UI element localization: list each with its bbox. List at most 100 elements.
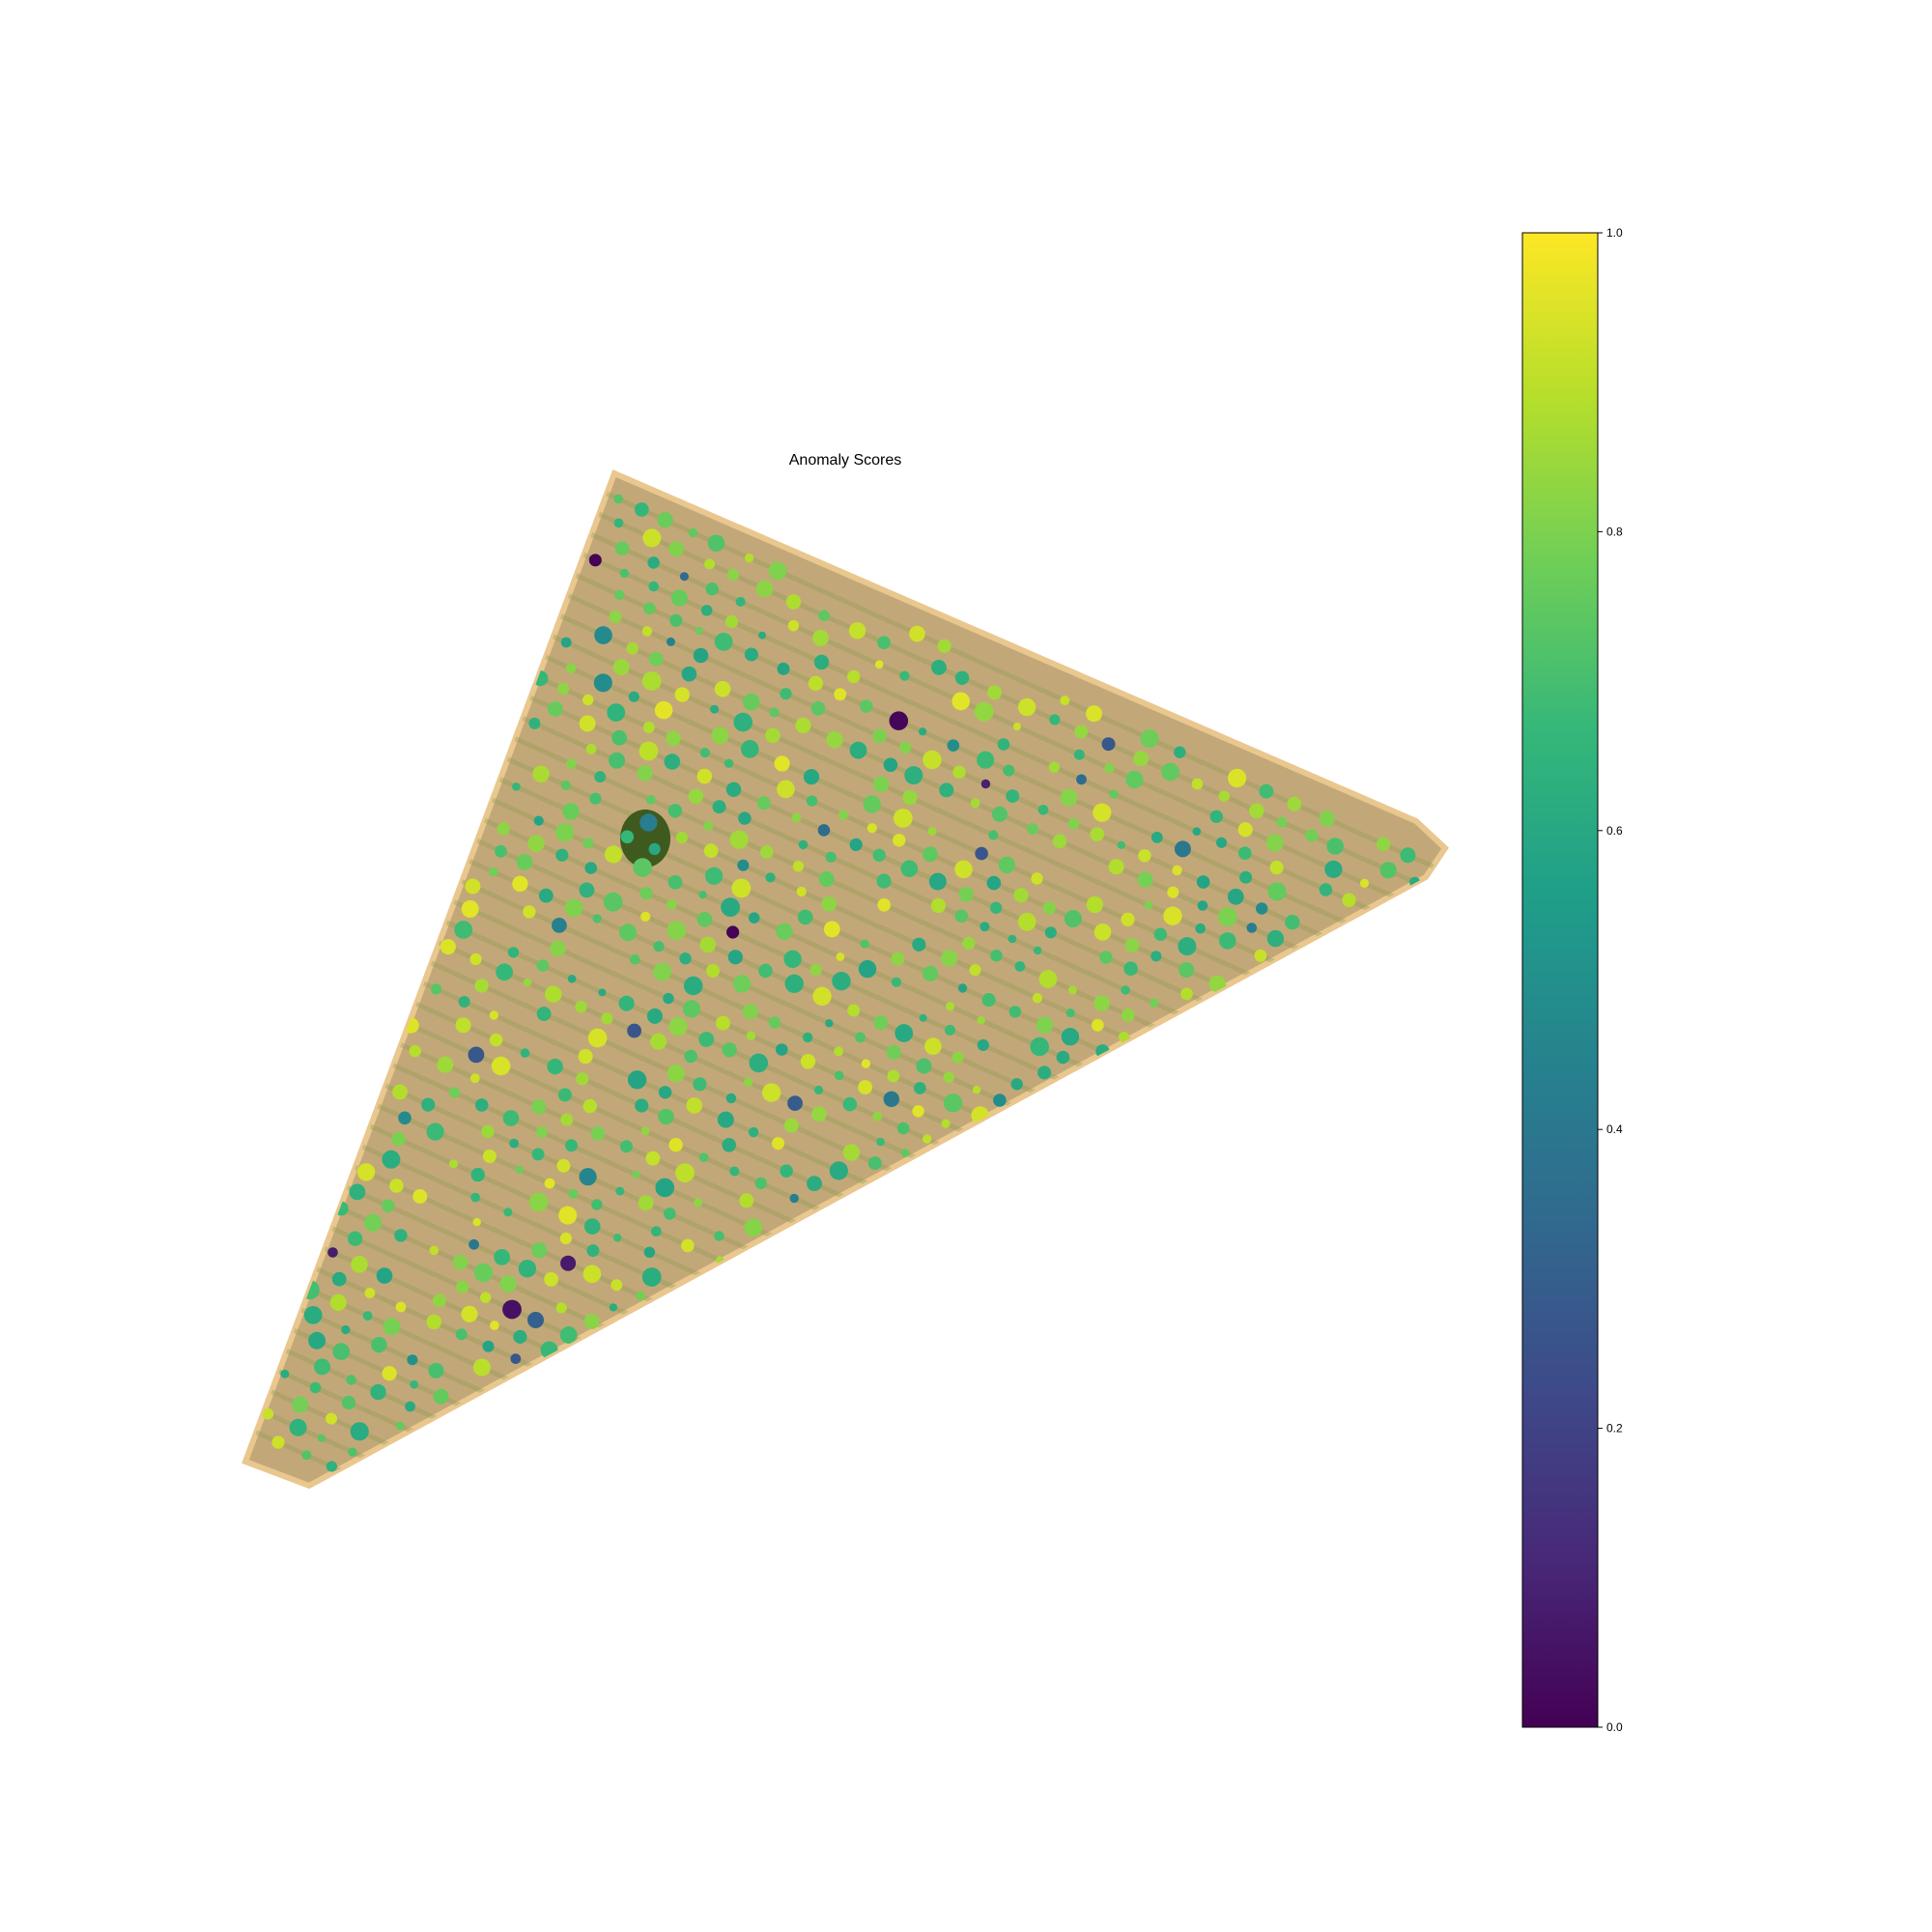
tree-score-point bbox=[582, 1264, 602, 1284]
tree-score-point bbox=[594, 626, 612, 644]
tree-score-point bbox=[392, 1084, 408, 1100]
tree-score-point bbox=[807, 1176, 822, 1192]
tree-score-point bbox=[686, 1097, 702, 1114]
tree-score-point bbox=[614, 589, 625, 601]
tree-score-point bbox=[532, 765, 550, 782]
tree-score-point bbox=[675, 832, 689, 844]
tree-score-point bbox=[626, 642, 639, 655]
tree-score-point bbox=[512, 875, 528, 893]
tree-score-point bbox=[1265, 834, 1284, 852]
tree-score-point bbox=[619, 1140, 633, 1153]
tree-score-point bbox=[1008, 934, 1017, 944]
tree-score-point bbox=[1048, 761, 1061, 773]
tree-score-point bbox=[609, 752, 625, 769]
tree-score-point bbox=[943, 1071, 954, 1083]
tree-score-point bbox=[544, 985, 562, 1003]
tree-score-point bbox=[523, 978, 532, 987]
tree-score-point bbox=[398, 1111, 412, 1125]
tree-score-point bbox=[849, 741, 867, 759]
tree-score-point bbox=[727, 950, 743, 965]
tree-score-point bbox=[744, 1218, 763, 1237]
tree-score-point bbox=[667, 1065, 685, 1083]
tree-score-point bbox=[1061, 1028, 1080, 1046]
tree-score-point bbox=[474, 979, 489, 993]
tree-score-point bbox=[783, 1118, 799, 1133]
tree-score-point bbox=[705, 582, 719, 596]
tree-score-point bbox=[516, 854, 533, 870]
tree-score-point bbox=[756, 796, 771, 810]
tree-score-point bbox=[954, 670, 970, 685]
tree-score-point bbox=[1044, 926, 1057, 939]
tree-score-point bbox=[643, 602, 656, 615]
tree-score-point bbox=[860, 939, 869, 949]
tree-score-point bbox=[1009, 1006, 1022, 1018]
tree-score-point bbox=[527, 1312, 544, 1328]
tree-score-point bbox=[515, 1165, 524, 1175]
tree-score-point bbox=[433, 1388, 449, 1405]
tree-score-point bbox=[452, 1254, 469, 1270]
tree-score-point bbox=[395, 1301, 407, 1313]
tree-score-point bbox=[714, 681, 731, 697]
tree-score-point bbox=[513, 1329, 527, 1344]
tree-score-point bbox=[818, 610, 830, 621]
tree-score-point bbox=[472, 1217, 481, 1227]
tree-score-point bbox=[847, 1004, 860, 1017]
tree-score-point bbox=[693, 1077, 707, 1092]
tree-score-point bbox=[1319, 883, 1333, 896]
tree-score-point bbox=[407, 1354, 418, 1366]
tree-score-point bbox=[732, 975, 752, 993]
tree-score-point bbox=[725, 781, 742, 797]
tree-score-point bbox=[1326, 838, 1344, 855]
tree-score-point bbox=[798, 839, 809, 850]
tree-score-point bbox=[426, 1122, 444, 1141]
tree-score-point bbox=[858, 1080, 872, 1094]
tree-score-point bbox=[556, 1158, 571, 1173]
tree-score-point bbox=[1151, 951, 1162, 962]
tree-score-point bbox=[469, 952, 482, 966]
tree-score-point bbox=[611, 1279, 623, 1292]
tree-score-point bbox=[947, 739, 960, 752]
tree-score-point bbox=[738, 811, 752, 825]
tree-score-point bbox=[607, 703, 626, 722]
tree-score-point bbox=[1033, 946, 1042, 955]
tree-score-point bbox=[271, 1435, 285, 1449]
tree-score-point bbox=[426, 1314, 442, 1330]
tree-score-point bbox=[520, 1048, 530, 1058]
tree-score-point bbox=[1086, 705, 1102, 723]
tree-score-point bbox=[609, 610, 622, 624]
tree-score-point bbox=[904, 766, 923, 785]
tree-score-point bbox=[1014, 961, 1026, 972]
tree-score-point bbox=[1305, 829, 1319, 842]
tree-score-point bbox=[1093, 803, 1112, 822]
tree-score-point bbox=[468, 1046, 485, 1064]
tree-score-point bbox=[618, 995, 635, 1011]
tree-score-point bbox=[733, 712, 753, 732]
tree-score-point bbox=[587, 1028, 608, 1048]
tree-score-point bbox=[579, 1168, 597, 1186]
tree-score-point bbox=[653, 962, 671, 981]
tree-score-point bbox=[939, 782, 954, 798]
tree-score-point bbox=[1037, 805, 1049, 815]
tree-score-point bbox=[594, 771, 607, 783]
tree-score-point bbox=[389, 1179, 404, 1193]
tree-score-point bbox=[780, 1164, 793, 1178]
tree-score-point bbox=[954, 860, 973, 879]
tree-score-point bbox=[627, 1023, 641, 1038]
tree-score-point bbox=[787, 620, 800, 632]
colorbar-ticks: 0.0 0.2 0.4 0.6 0.8 1.0 bbox=[1598, 226, 1623, 1734]
tree-score-point bbox=[327, 1247, 338, 1258]
tree-score-point bbox=[654, 700, 673, 720]
tree-score-point bbox=[1073, 749, 1085, 760]
tree-score-point bbox=[886, 1044, 901, 1060]
tree-score-point bbox=[469, 1238, 479, 1250]
tree-score-point bbox=[1237, 822, 1253, 838]
tree-score-point bbox=[480, 1292, 492, 1303]
tree-score-point bbox=[579, 715, 596, 732]
tree-score-point bbox=[693, 647, 709, 664]
tree-score-point bbox=[681, 666, 697, 682]
tree-score-point bbox=[877, 636, 891, 650]
tree-score-point bbox=[667, 921, 687, 941]
tree-score-point bbox=[872, 848, 886, 862]
tree-score-point bbox=[590, 1126, 606, 1141]
tree-score-point bbox=[675, 1163, 695, 1182]
